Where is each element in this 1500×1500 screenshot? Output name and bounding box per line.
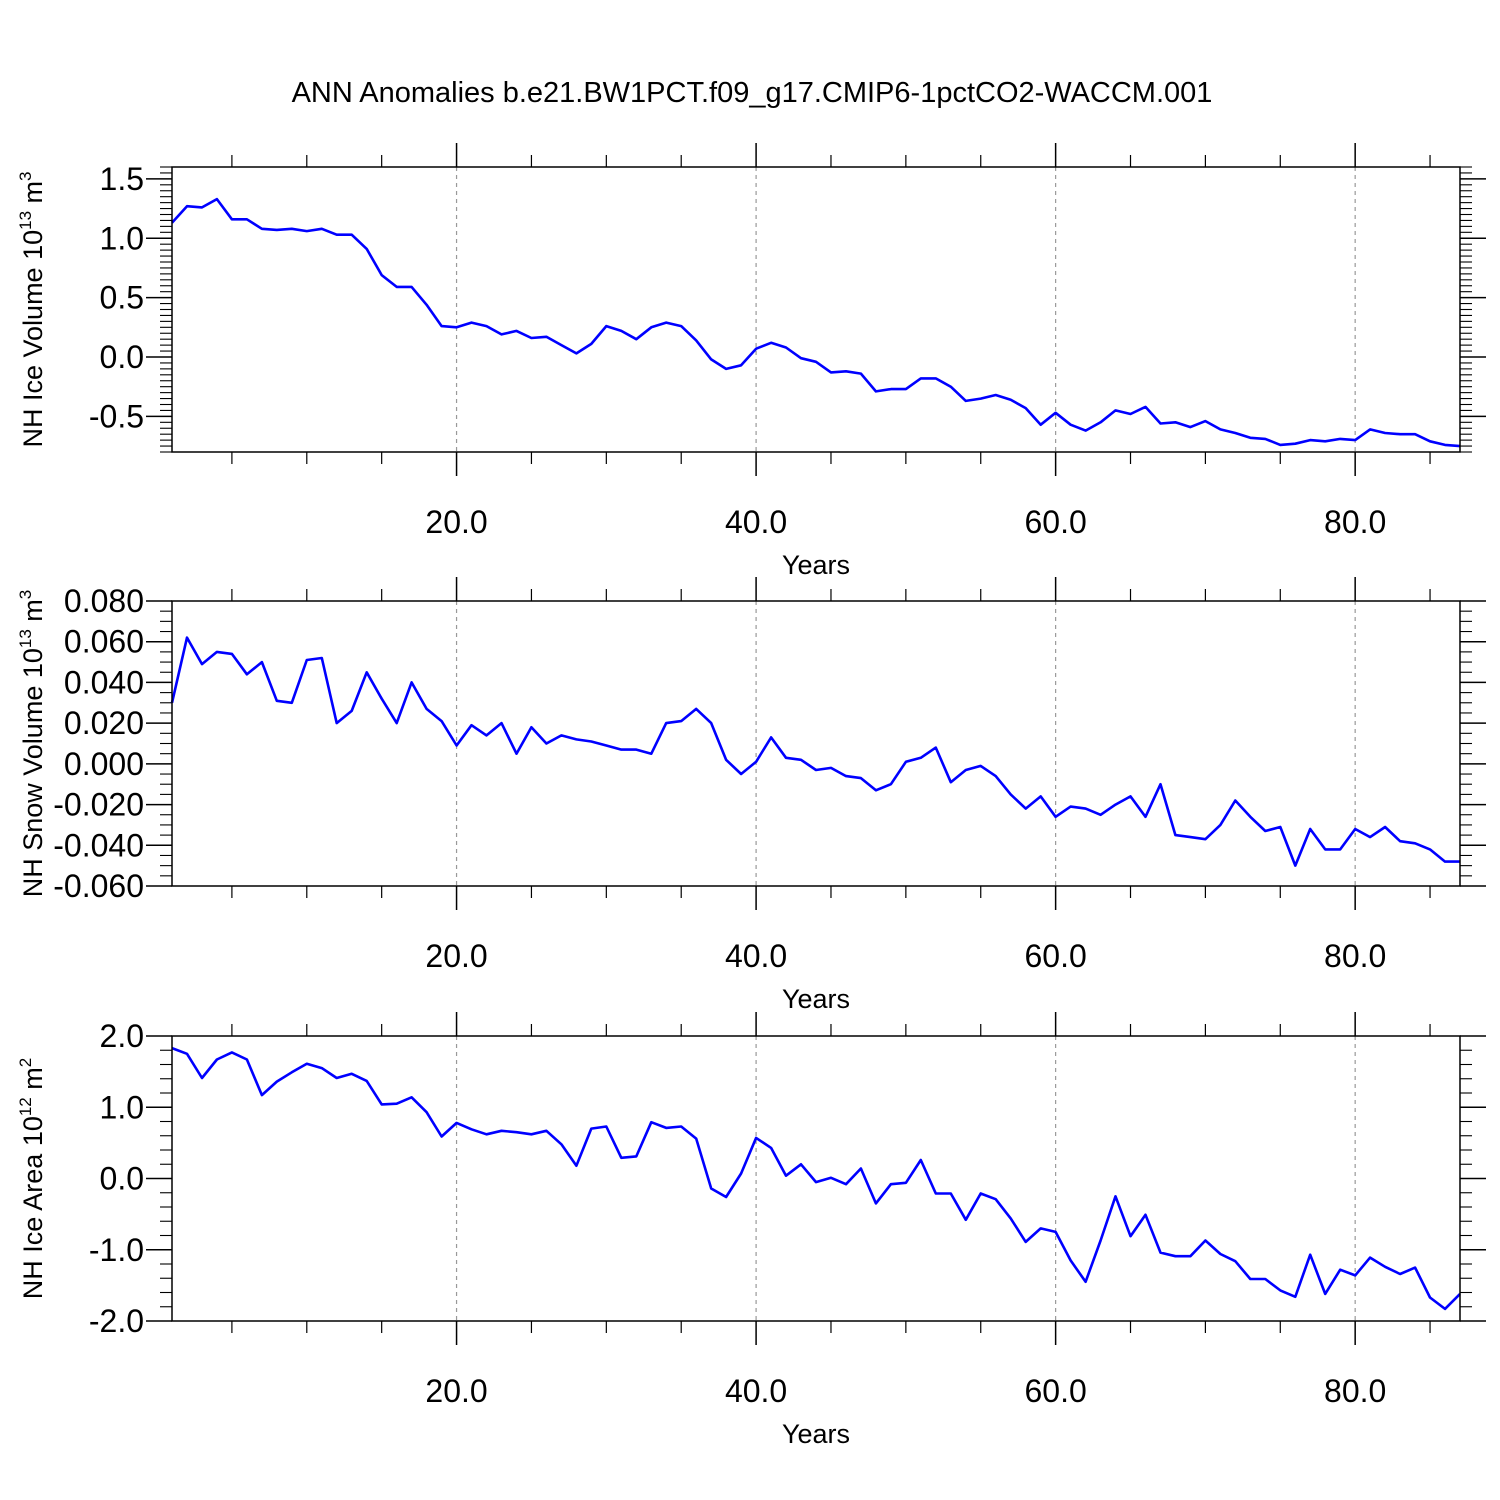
y-tick-label: 0.5 (100, 280, 144, 316)
y-tick-label: 1.0 (100, 220, 144, 256)
x-tick-label: 40.0 (725, 504, 787, 540)
series-line (171, 1046, 1461, 1311)
plot-frame (171, 600, 1461, 887)
y-tick-label: 0.000 (64, 746, 144, 782)
y-tick-label: 0.040 (64, 664, 144, 700)
x-tick-label: 40.0 (725, 938, 787, 974)
y-tick-label: 1.0 (100, 1089, 144, 1125)
y-axis-label: NH Ice Volume 1013 m3 (16, 172, 48, 448)
y-tick-label: 0.060 (64, 624, 144, 660)
y-tick-label: -2.0 (89, 1303, 144, 1339)
x-tick-label: 60.0 (1024, 938, 1086, 974)
panel-3: 20.0 40.0 60.0 80.0 -2.0 -1.0 0.0 1.0 2.0 Years NH… (16, 1012, 1486, 1449)
series-line (170, 636, 1460, 867)
x-tick-label: 80.0 (1324, 504, 1386, 540)
y-tick-label: 1.5 (100, 161, 144, 197)
x-tick-label: 20.0 (425, 1373, 487, 1409)
panel-1: 20.0 40.0 60.0 80.0 -0.5 0.0 0.5 1.0 1.5 Years NH … (16, 143, 1486, 580)
x-tick-label: 80.0 (1324, 1373, 1386, 1409)
y-axis-label: NH Ice Area 1012 m2 (16, 1058, 48, 1299)
y-tick-label: -0.5 (89, 398, 144, 434)
plot-frame (171, 166, 1461, 453)
y-tick-label: 0.080 (64, 583, 144, 619)
x-tick-label: 20.0 (425, 504, 487, 540)
x-tick-label: 80.0 (1324, 938, 1386, 974)
series-line (171, 197, 1461, 448)
y-tick-label: 0.020 (64, 705, 144, 741)
y-tick-label: -0.060 (53, 868, 144, 904)
x-axis-label: Years (782, 550, 850, 580)
y-tick-label: -0.040 (53, 827, 144, 863)
y-tick-label: 0.0 (100, 339, 144, 375)
y-tick-label: 2.0 (100, 1018, 144, 1054)
y-axis-label: NH Snow Volume 1013 m3 (16, 590, 48, 898)
x-tick-label: 40.0 (725, 1373, 787, 1409)
panel-2: 20.0 40.0 60.0 80.0 -0.060 -0.040 -0.020 0.000 0… (16, 577, 1486, 1014)
y-tick-label: 0.0 (100, 1161, 144, 1197)
x-tick-label: 20.0 (425, 938, 487, 974)
figure-title: ANN Anomalies b.e21.BW1PCT.f09_g17.CMIP6… (292, 77, 1213, 109)
x-tick-label: 60.0 (1024, 1373, 1086, 1409)
x-axis-label: Years (782, 984, 850, 1014)
x-tick-label: 60.0 (1024, 504, 1086, 540)
plot-frame (171, 1035, 1461, 1322)
y-tick-label: -0.020 (53, 787, 144, 823)
x-axis-label: Years (782, 1419, 850, 1449)
y-tick-label: -1.0 (89, 1232, 144, 1268)
